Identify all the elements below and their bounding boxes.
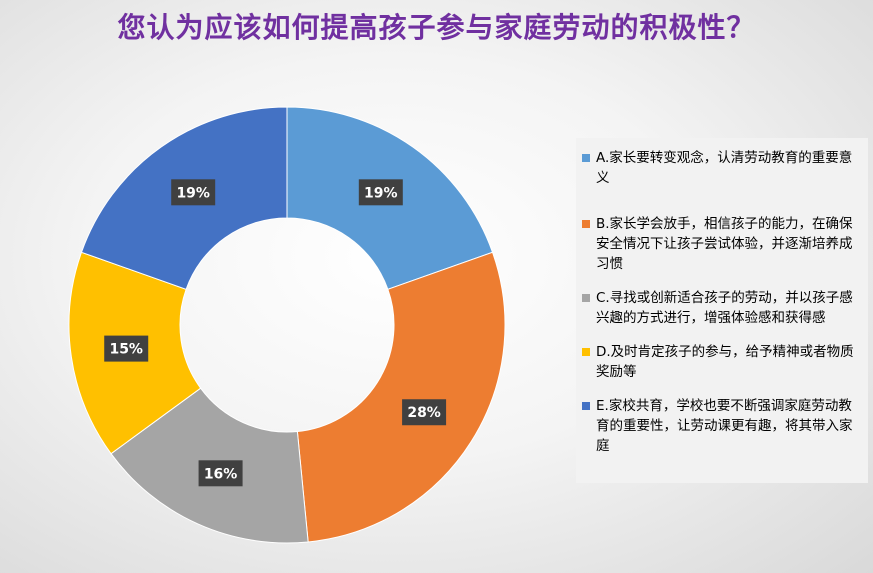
legend: A.家长要转变观念，认清劳动教育的重要意义 B.家长学会放手，相信孩子的能力，在确… (576, 138, 868, 483)
legend-item-e: E.家校共育，学校也要不断强调家庭劳动教育的重要性，让劳动课更有趣，将其带入家庭 (582, 396, 860, 456)
data-label-text: 15% (109, 342, 143, 358)
legend-item-c: C.寻找或创新适合孩子的劳动，并以孩子感兴趣的方式进行，增强体验感和获得感 (582, 288, 860, 328)
legend-item-a: A.家长要转变观念，认清劳动教育的重要意义 (582, 148, 860, 188)
data-label-box (402, 399, 447, 426)
data-label-b: 28% (402, 399, 447, 426)
data-label-box (171, 179, 216, 206)
data-label-box (358, 179, 403, 206)
legend-swatch (582, 154, 590, 162)
legend-label: C.寻找或创新适合孩子的劳动，并以孩子感兴趣的方式进行，增强体验感和获得感 (596, 290, 853, 326)
data-label-text: 28% (407, 405, 441, 421)
data-label-box (104, 335, 149, 362)
legend-label: A.家长要转变观念，认清劳动教育的重要意义 (596, 150, 853, 186)
data-label-e: 19% (171, 179, 216, 206)
legend-label: B.家长学会放手，相信孩子的能力，在确保安全情况下让孩子尝试体验，并逐渐培养成习… (596, 216, 853, 272)
data-label-text: 19% (364, 185, 398, 201)
legend-label: D.及时肯定孩子的参与，给予精神或者物质奖励等 (596, 344, 854, 380)
legend-swatch (582, 294, 590, 302)
data-label-a: 19% (358, 179, 403, 206)
legend-swatch (582, 220, 590, 228)
data-label-text: 16% (204, 466, 238, 482)
legend-item-d: D.及时肯定孩子的参与，给予精神或者物质奖励等 (582, 342, 860, 382)
legend-swatch (582, 402, 590, 410)
legend-item-b: B.家长学会放手，相信孩子的能力，在确保安全情况下让孩子尝试体验，并逐渐培养成习… (582, 214, 860, 274)
data-label-d: 15% (104, 335, 149, 362)
data-label-text: 19% (176, 185, 210, 201)
donut-slice-b (296, 251, 506, 543)
data-label-c: 16% (198, 460, 243, 487)
legend-swatch (582, 348, 590, 356)
legend-label: E.家校共育，学校也要不断强调家庭劳动教育的重要性，让劳动课更有趣，将其带入家庭 (596, 398, 853, 454)
chart-title: 您认为应该如何提高孩子参与家庭劳动的积极性？ (117, 11, 756, 44)
data-label-box (198, 460, 243, 487)
